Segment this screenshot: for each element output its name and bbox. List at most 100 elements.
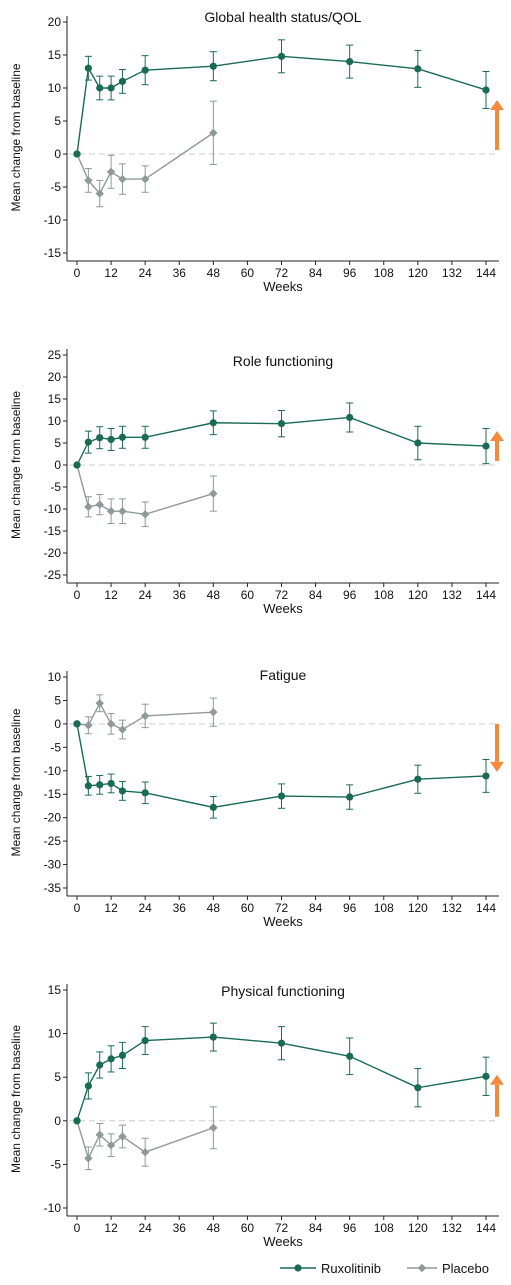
y-tick-label: -30 bbox=[44, 858, 62, 872]
x-tick-label: 120 bbox=[408, 1221, 428, 1235]
y-tick-label: 15 bbox=[48, 983, 62, 997]
x-tick-label: 120 bbox=[408, 266, 428, 280]
data-point bbox=[96, 781, 104, 789]
data-point bbox=[118, 433, 127, 441]
y-tick-label: 10 bbox=[48, 414, 62, 428]
data-point bbox=[84, 782, 92, 790]
x-tick-label: 84 bbox=[309, 1221, 323, 1235]
data-point bbox=[209, 1123, 218, 1132]
data-point bbox=[84, 176, 93, 185]
x-tick-label: 144 bbox=[476, 1221, 496, 1235]
data-point bbox=[209, 128, 218, 138]
data-point bbox=[107, 779, 115, 788]
data-point bbox=[141, 433, 149, 441]
data-point bbox=[84, 1082, 92, 1090]
data-point bbox=[346, 1052, 354, 1060]
x-tick-label: 0 bbox=[74, 1221, 81, 1235]
x-tick-label: 0 bbox=[74, 588, 81, 602]
data-point bbox=[106, 1141, 116, 1150]
data-point bbox=[140, 711, 150, 721]
data-point bbox=[95, 189, 104, 198]
x-tick-label: 120 bbox=[408, 901, 428, 915]
x-tick-label: 144 bbox=[476, 266, 496, 280]
y-tick-label: -10 bbox=[44, 502, 62, 516]
y-tick-label: -25 bbox=[44, 568, 62, 582]
x-tick-label: 96 bbox=[343, 588, 357, 602]
data-point bbox=[209, 489, 218, 498]
y-tick-label: 5 bbox=[54, 436, 61, 450]
data-point bbox=[95, 699, 104, 708]
x-tick-label: 84 bbox=[309, 901, 323, 915]
arrow-up-icon bbox=[490, 431, 504, 461]
series-placebo bbox=[73, 100, 218, 208]
x-tick-label: 48 bbox=[207, 588, 221, 602]
y-tick-label: -10 bbox=[44, 213, 62, 227]
chart-title: Role functioning bbox=[233, 353, 333, 369]
arrow-down-icon bbox=[490, 723, 504, 772]
data-point bbox=[95, 1130, 104, 1139]
x-tick-label: 96 bbox=[343, 901, 357, 915]
legend-marker-diamond-icon bbox=[417, 1263, 427, 1273]
x-tick-label: 84 bbox=[309, 588, 323, 602]
data-point bbox=[209, 803, 217, 811]
x-tick-label: 60 bbox=[241, 1221, 255, 1235]
chart-title: Physical functioning bbox=[221, 983, 345, 999]
data-point bbox=[118, 725, 127, 734]
y-tick-label: -5 bbox=[50, 480, 61, 494]
data-point bbox=[277, 1039, 286, 1047]
series-ruxolitinib bbox=[73, 720, 490, 819]
x-tick-label: 24 bbox=[138, 1221, 152, 1235]
data-point bbox=[414, 1084, 422, 1092]
y-tick-label: 10 bbox=[48, 1027, 62, 1041]
y-tick-label: 5 bbox=[54, 114, 61, 128]
data-point bbox=[482, 442, 490, 450]
y-axis-label: Mean change from baseline bbox=[9, 63, 23, 211]
y-axis-label: Mean change from baseline bbox=[9, 391, 23, 539]
x-tick-label: 12 bbox=[104, 1221, 118, 1235]
chart-panel-2: Role functioning -25 -20 -15 -10 -5 0 5 10 15 20 25… bbox=[9, 348, 504, 616]
data-point bbox=[118, 1051, 127, 1059]
x-tick-label: 72 bbox=[275, 588, 289, 602]
series-ruxolitinib bbox=[73, 402, 490, 469]
x-axis-label: Weeks bbox=[263, 1234, 303, 1249]
y-tick-label: -35 bbox=[44, 881, 62, 895]
series-ruxolitinib bbox=[73, 1022, 490, 1125]
data-point bbox=[106, 719, 116, 729]
x-tick-label: 144 bbox=[476, 588, 496, 602]
x-tick-label: 132 bbox=[442, 901, 462, 915]
x-tick-label: 84 bbox=[309, 266, 323, 280]
data-point bbox=[141, 789, 149, 797]
data-point bbox=[140, 1147, 150, 1157]
data-point bbox=[118, 174, 127, 184]
data-point bbox=[140, 174, 150, 184]
data-point bbox=[107, 1055, 115, 1063]
arrow-head bbox=[490, 100, 504, 110]
x-tick-label: 108 bbox=[374, 901, 394, 915]
x-tick-label: 132 bbox=[442, 266, 462, 280]
x-tick-label: 108 bbox=[374, 1221, 394, 1235]
data-point bbox=[277, 420, 286, 428]
y-tick-label: 0 bbox=[54, 1114, 61, 1128]
x-tick-label: 72 bbox=[275, 266, 289, 280]
legend: Ruxolitinib Placebo bbox=[280, 1261, 489, 1276]
series-placebo bbox=[73, 1106, 218, 1171]
x-tick-label: 24 bbox=[138, 266, 152, 280]
x-tick-label: 132 bbox=[442, 588, 462, 602]
y-tick-label: -5 bbox=[50, 740, 61, 754]
arrow-up-icon bbox=[490, 1074, 504, 1117]
data-point bbox=[277, 52, 286, 60]
data-point bbox=[84, 1154, 93, 1163]
chart-title: Fatigue bbox=[260, 667, 307, 683]
y-tick-label: 20 bbox=[48, 370, 62, 384]
x-tick-label: 108 bbox=[374, 588, 394, 602]
arrow-head bbox=[490, 761, 504, 772]
data-point bbox=[96, 84, 104, 92]
x-tick-label: 36 bbox=[173, 266, 187, 280]
x-tick-label: 48 bbox=[207, 1221, 221, 1235]
x-tick-label: 72 bbox=[275, 1221, 289, 1235]
y-tick-label: 10 bbox=[48, 670, 62, 684]
data-point bbox=[277, 792, 286, 800]
data-point bbox=[95, 500, 104, 509]
arrow-head bbox=[490, 1074, 504, 1085]
